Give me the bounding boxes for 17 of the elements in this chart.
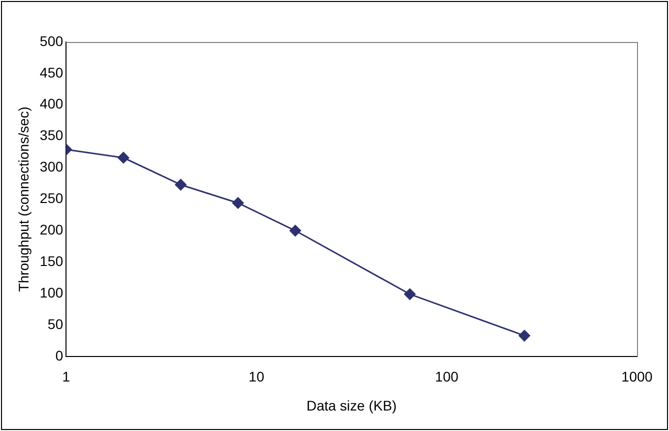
x-tick-label: 10 [248, 368, 264, 385]
y-tick-label: 250 [40, 190, 64, 206]
x-tick-label: 1 [62, 368, 70, 385]
y-tick-label: 400 [40, 96, 64, 112]
y-tick-label: 200 [40, 222, 64, 238]
y-tick-label: 500 [40, 32, 64, 49]
x-tick-label: 100 [435, 368, 459, 385]
y-tick-label: 50 [48, 316, 64, 332]
y-tick-label: 450 [40, 64, 64, 80]
y-tick-label: 0 [55, 347, 64, 364]
y-axis-title: Throughput (connections/sec) [15, 106, 32, 292]
x-tick-label: 1000 [621, 368, 653, 385]
y-tick-label: 350 [40, 127, 64, 144]
y-tick-label: 100 [40, 284, 64, 300]
y-tick-label: 150 [40, 252, 64, 269]
x-axis-title: Data size (KB) [306, 397, 397, 414]
y-tick-label: 300 [40, 158, 64, 175]
